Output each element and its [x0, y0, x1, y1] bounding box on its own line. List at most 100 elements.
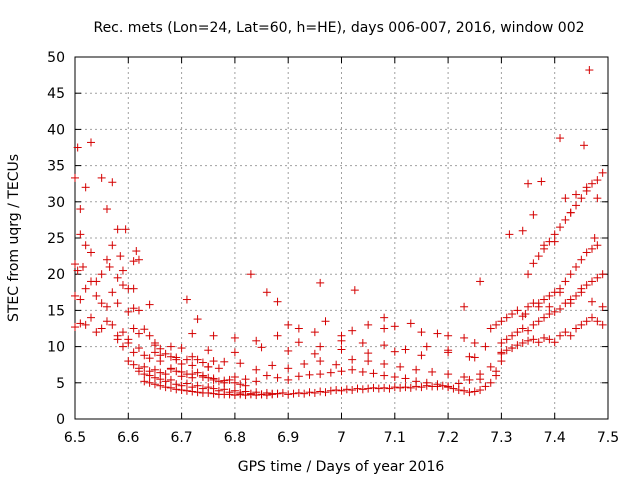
- data-point: [188, 352, 197, 361]
- data-point: [492, 320, 501, 329]
- data-point: [566, 299, 575, 308]
- data-point: [465, 375, 474, 384]
- data-point: [529, 259, 538, 268]
- data-point: [545, 335, 554, 344]
- data-point: [460, 373, 469, 382]
- data-point: [156, 351, 165, 360]
- data-point: [380, 341, 389, 350]
- data-point: [198, 373, 207, 382]
- data-point: [364, 384, 373, 393]
- data-point: [105, 262, 114, 271]
- data-point: [444, 331, 453, 340]
- data-point: [417, 328, 426, 337]
- data-point: [252, 365, 261, 374]
- data-point: [76, 319, 85, 328]
- data-point: [316, 357, 325, 366]
- data-point: [588, 277, 597, 286]
- data-point: [204, 362, 213, 371]
- data-point: [198, 358, 207, 367]
- data-point: [145, 300, 154, 309]
- y-tick-label: 45: [47, 86, 65, 102]
- data-point: [401, 383, 410, 392]
- data-point: [529, 335, 538, 344]
- data-point: [406, 383, 415, 392]
- data-point: [230, 373, 239, 382]
- data-point: [348, 326, 357, 335]
- data-point: [140, 351, 149, 360]
- data-point: [310, 328, 319, 337]
- data-point: [417, 351, 426, 360]
- data-point: [172, 385, 181, 394]
- data-point: [470, 353, 479, 362]
- data-point: [316, 370, 325, 379]
- data-point: [380, 359, 389, 368]
- data-point: [566, 270, 575, 279]
- data-point: [582, 248, 591, 257]
- data-point: [134, 367, 143, 376]
- data-point: [364, 357, 373, 366]
- data-point: [524, 326, 533, 335]
- y-tick-label: 30: [47, 195, 65, 211]
- data-point: [140, 377, 149, 386]
- data-point: [193, 368, 202, 377]
- data-point: [220, 376, 229, 385]
- data-point: [380, 383, 389, 392]
- data-point: [150, 365, 159, 374]
- data-point: [433, 329, 442, 338]
- x-tick-labels: 6.5 6.6 6.7 6.8 6.9 7 7.1 7.2 7.3 7.4 7.5: [64, 430, 619, 446]
- data-point: [134, 329, 143, 338]
- data-point: [108, 288, 117, 297]
- data-point: [81, 183, 90, 192]
- data-point: [161, 349, 170, 358]
- x-tick-label: 6.9: [277, 430, 299, 446]
- data-point: [129, 324, 138, 333]
- data-point: [481, 342, 490, 351]
- data-point: [588, 297, 597, 306]
- y-tick-label: 5: [56, 376, 65, 392]
- data-point: [572, 324, 581, 333]
- data-point: [86, 277, 95, 286]
- y-tick-label: 15: [47, 303, 65, 319]
- data-point: [129, 257, 138, 266]
- data-point: [593, 176, 602, 185]
- data-point: [524, 302, 533, 311]
- data-point: [577, 320, 586, 329]
- data-point: [497, 357, 506, 366]
- data-point: [129, 284, 138, 293]
- data-point: [182, 386, 191, 395]
- data-point: [540, 295, 549, 304]
- data-point: [300, 389, 309, 398]
- data-point: [566, 208, 575, 217]
- data-point: [278, 388, 287, 397]
- data-point: [300, 359, 309, 368]
- data-point: [97, 270, 106, 279]
- x-axis-label: GPS time / Days of year 2016: [238, 459, 445, 475]
- data-point: [294, 324, 303, 333]
- data-point: [129, 304, 138, 313]
- data-point: [321, 388, 330, 397]
- data-point: [310, 349, 319, 358]
- data-point: [204, 388, 213, 397]
- data-point: [460, 333, 469, 342]
- data-point: [124, 338, 133, 347]
- data-point: [118, 281, 127, 290]
- data-point: [412, 365, 421, 374]
- data-point: [236, 380, 245, 389]
- data-point: [166, 364, 175, 373]
- data-point: [118, 266, 127, 275]
- data-point: [502, 313, 511, 322]
- data-point: [172, 367, 181, 376]
- data-point: [598, 168, 607, 177]
- data-point: [188, 370, 197, 379]
- data-point: [294, 338, 303, 347]
- data-point: [121, 225, 130, 234]
- data-point: [145, 354, 154, 363]
- data-point: [342, 385, 351, 394]
- data-point: [241, 391, 250, 400]
- data-point: [204, 373, 213, 382]
- data-point: [166, 375, 175, 384]
- data-point: [337, 386, 346, 395]
- data-point: [204, 346, 213, 355]
- data-point: [102, 302, 111, 311]
- data-point: [113, 225, 122, 234]
